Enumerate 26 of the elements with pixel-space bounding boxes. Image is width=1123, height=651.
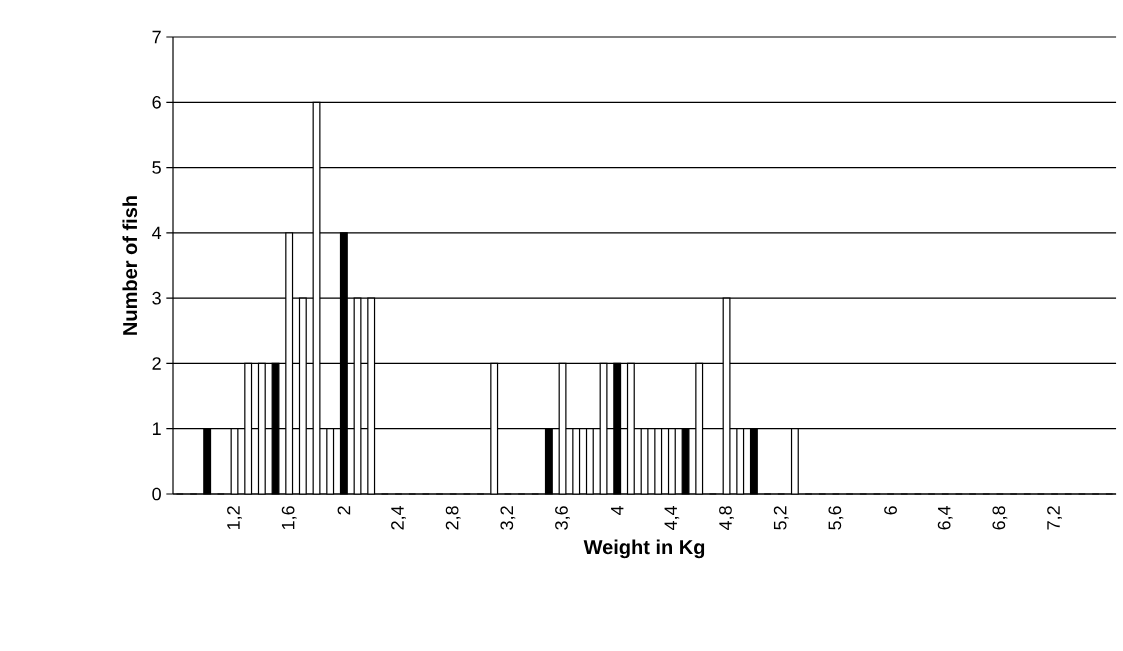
x-tick-label: 2,8 <box>445 506 461 530</box>
y-tick-label: 1 <box>153 422 161 435</box>
x-tick-label: 6,8 <box>992 506 1008 530</box>
x-tick-label: 3,2 <box>500 506 516 530</box>
x-tick-label: 7,2 <box>1047 506 1062 530</box>
y-tick-label: 5 <box>152 161 161 174</box>
x-tick-label: 4 <box>611 505 624 515</box>
y-tick-label: 2 <box>152 357 161 370</box>
x-axis-title: Weight in Kg <box>583 539 705 559</box>
x-tick-label: 6 <box>884 506 897 515</box>
x-tick-label: 1,6 <box>281 506 297 530</box>
x-tick-label: 6,4 <box>937 505 953 530</box>
x-tick-label: 5,6 <box>828 506 844 530</box>
y-axis-title: Number of fish <box>122 196 138 335</box>
y-tick-label: 4 <box>152 226 162 240</box>
x-tick-label: 4,4 <box>664 505 680 530</box>
y-tick-label: 6 <box>152 95 161 109</box>
x-tick-label: 2,4 <box>391 505 406 530</box>
x-tick-label: 2 <box>337 506 351 515</box>
y-tick-label: 0 <box>152 487 161 501</box>
x-tick-label: 1,2 <box>227 506 242 530</box>
y-tick-label: 3 <box>152 291 161 305</box>
x-tick-label: 4,8 <box>719 506 734 530</box>
y-tick-label: 7 <box>152 30 161 44</box>
x-tick-label: 3,6 <box>555 506 570 530</box>
x-tick-label: 5,2 <box>773 506 789 530</box>
